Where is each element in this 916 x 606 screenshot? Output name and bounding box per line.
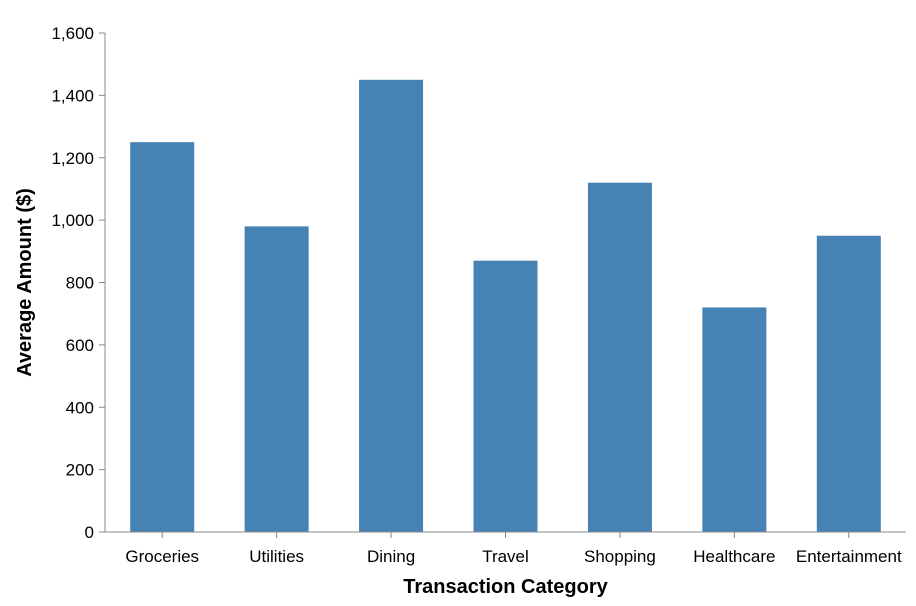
x-tick-label: Entertainment [796,547,902,566]
bar-entertainment [816,235,881,532]
bar-healthcare [702,307,767,532]
y-axis-ticks: 0 200 400 600 800 1,000 1,200 1,400 1,600 [51,24,105,542]
y-tick-label: 600 [66,336,94,355]
y-tick-label: 1,000 [51,211,94,230]
y-tick-label: 200 [66,461,94,480]
x-tick-label: Healthcare [693,547,775,566]
y-tick-label: 0 [85,523,94,542]
x-tick-label: Shopping [584,547,656,566]
bar-dining [359,79,424,532]
bar-travel [473,260,538,532]
x-tick-label: Groceries [125,547,199,566]
y-tick-label: 1,600 [51,24,94,43]
x-tick-label: Utilities [249,547,304,566]
y-tick-label: 1,400 [51,86,94,105]
x-axis-ticks: Groceries Utilities Dining Travel Shopping He… [125,532,902,566]
x-tick-label: Travel [482,547,529,566]
bars [130,79,881,533]
y-tick-label: 400 [66,398,94,417]
bar-shopping [587,182,652,532]
x-tick-label: Dining [367,547,415,566]
x-axis-title: Transaction Category [403,576,608,598]
y-axis-title: Average Amount ($) [14,188,36,377]
bar-utilities [244,226,309,533]
bar-groceries [130,142,195,532]
y-tick-label: 800 [66,274,94,293]
y-tick-label: 1,200 [51,149,94,168]
